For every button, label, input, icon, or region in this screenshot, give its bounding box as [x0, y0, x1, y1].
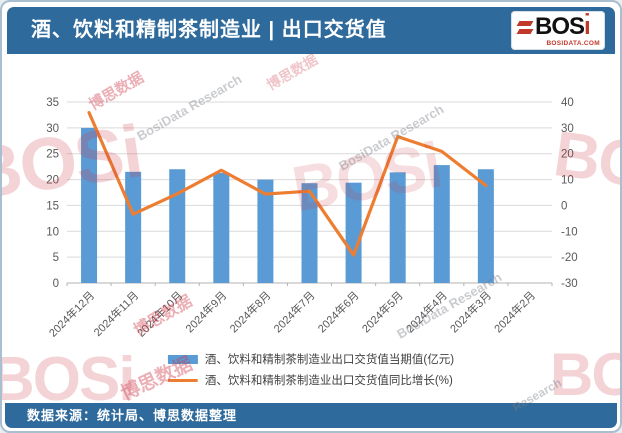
- export-delivery-chart: 0 5 10 15 20 25 30 35 -30 -20 -10 0 10 20 30 40 2024年12月…: [2, 58, 620, 360]
- logo-text: BOSı̇: [535, 13, 591, 40]
- svg-text:0: 0: [53, 278, 59, 290]
- svg-text:20: 20: [561, 149, 574, 161]
- logo-site-text: BOSIDATA.COM: [546, 40, 600, 47]
- legend-item-line: 酒、饮料和精制茶制造业出口交货值同比增长(%): [167, 372, 453, 388]
- svg-text:2024年12月: 2024年12月: [46, 288, 97, 339]
- svg-text:30: 30: [46, 123, 59, 135]
- svg-text:40: 40: [561, 97, 574, 109]
- svg-text:2024年10月: 2024年10月: [134, 288, 185, 339]
- brand-logo: BOSı̇ BOSIDATA.COM: [511, 11, 605, 50]
- legend-line-swatch: [167, 378, 198, 382]
- svg-text:2024年3月: 2024年3月: [447, 288, 494, 335]
- svg-text:25: 25: [46, 149, 59, 161]
- legend-bar-swatch: [167, 354, 198, 364]
- svg-text:35: 35: [46, 97, 59, 109]
- logo-stripe: [516, 29, 534, 34]
- svg-text:2024年4月: 2024年4月: [403, 288, 450, 335]
- chart-svg: 0 5 10 15 20 25 30 35 -30 -20 -10 0 10 20 30 40 2024年12月…: [46, 97, 578, 340]
- svg-text:30: 30: [561, 123, 574, 135]
- svg-text:-30: -30: [561, 278, 578, 290]
- svg-text:10: 10: [46, 226, 59, 238]
- chart-legend: 酒、饮料和精制茶制造业出口交货值当期值(亿元) 酒、饮料和精制茶制造业出口交货值…: [167, 351, 455, 388]
- svg-text:2024年2月: 2024年2月: [491, 288, 538, 335]
- svg-text:20: 20: [46, 175, 59, 187]
- svg-text:0: 0: [561, 200, 567, 212]
- svg-text:15: 15: [46, 200, 59, 212]
- svg-text:5: 5: [53, 252, 59, 264]
- legend-bar-label: 酒、饮料和精制茶制造业出口交货值当期值(亿元): [204, 354, 455, 366]
- svg-text:-20: -20: [561, 252, 578, 264]
- svg-text:-10: -10: [561, 226, 578, 238]
- source-bar: 数据来源：统计局、博思数据整理: [5, 403, 617, 428]
- svg-text:2024年5月: 2024年5月: [359, 288, 406, 335]
- header-bar: 酒、饮料和精制茶制造业 | 出口交货值 BOSı̇ BOSIDATA.COM: [7, 7, 615, 54]
- legend-line-label: 酒、饮料和精制茶制造业出口交货值同比增长(%): [204, 375, 453, 387]
- svg-text:2024年9月: 2024年9月: [182, 288, 229, 335]
- svg-text:2024年6月: 2024年6月: [315, 288, 362, 335]
- logo-dot: ı̇: [584, 13, 591, 40]
- svg-text:2024年7月: 2024年7月: [271, 288, 318, 335]
- logo-stripe: [516, 21, 534, 26]
- page-title: 酒、饮料和精制茶制造业 | 出口交货值: [31, 19, 387, 41]
- svg-text:10: 10: [561, 175, 574, 187]
- legend-item-bar: 酒、饮料和精制茶制造业出口交货值当期值(亿元): [167, 351, 455, 367]
- svg-text:2024年11月: 2024年11月: [90, 288, 141, 339]
- data-source-text: 数据来源：统计局、博思数据整理: [27, 408, 238, 423]
- svg-text:2024年8月: 2024年8月: [226, 288, 273, 335]
